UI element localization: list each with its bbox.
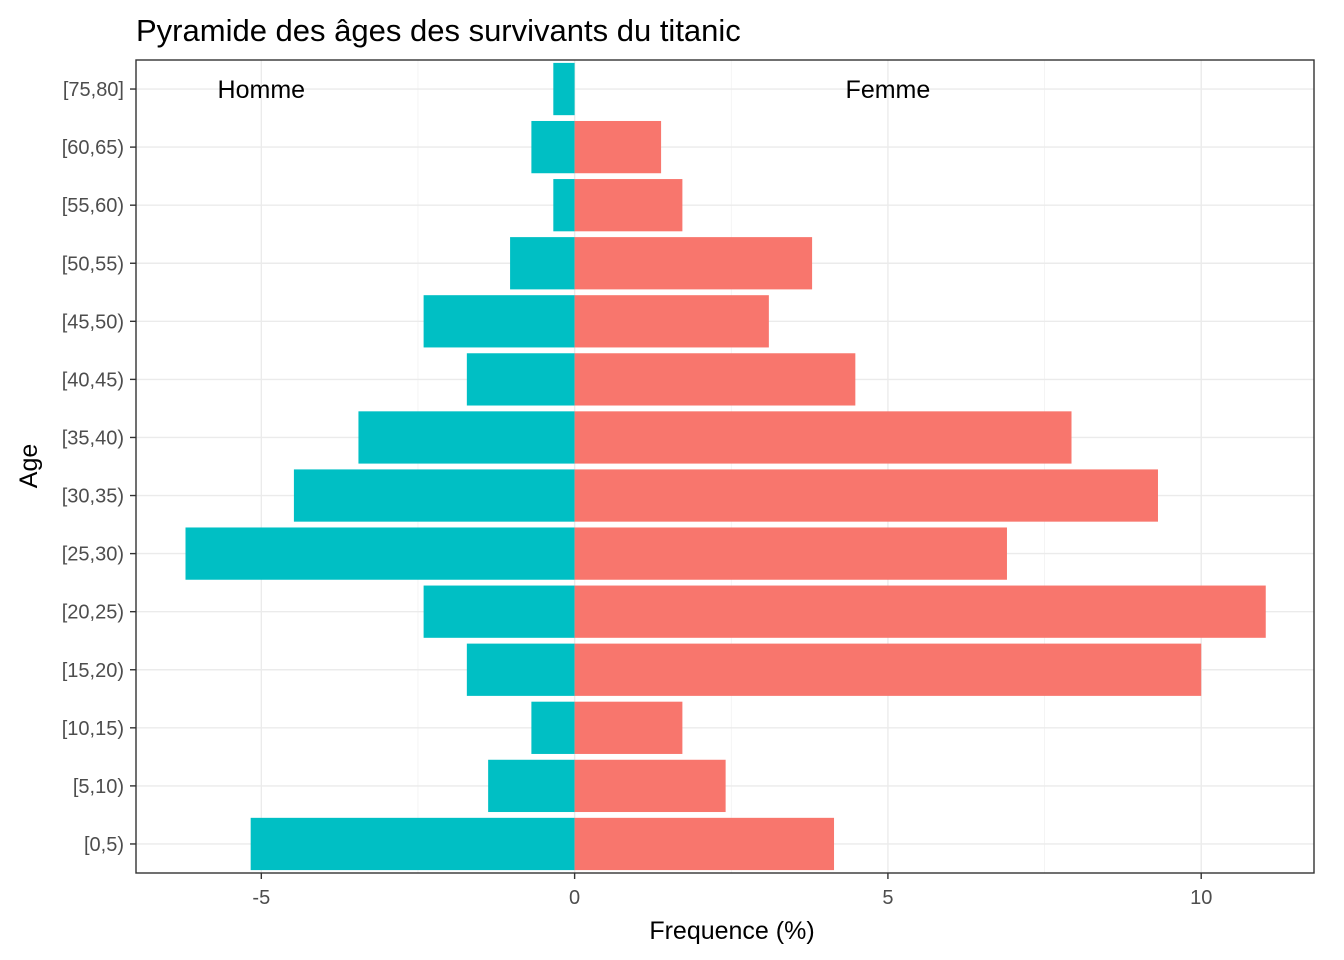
bar-femme-[20,25) <box>574 585 1266 638</box>
annotation-femme: Femme <box>846 76 931 104</box>
y-tick-label: [40,45) <box>62 369 124 391</box>
y-tick-label: [45,50) <box>62 311 124 333</box>
bar-femme-[35,40) <box>574 411 1072 464</box>
y-tick-label: [20,25) <box>62 602 124 624</box>
x-tick-label: 0 <box>569 887 580 909</box>
bar-homme-[15,20) <box>466 643 575 696</box>
bar-homme-[25,30) <box>185 527 575 580</box>
y-tick-label: [50,55) <box>62 253 124 275</box>
bars <box>185 62 1266 871</box>
bar-homme-[30,35) <box>293 469 575 522</box>
bar-femme-[0,5) <box>574 817 835 871</box>
bar-femme-[15,20) <box>574 643 1202 696</box>
bar-homme-[0,5) <box>250 817 575 871</box>
bar-femme-[60,65) <box>574 120 662 174</box>
y-tick-label: [25,30) <box>62 544 124 566</box>
bar-homme-[60,65) <box>531 120 575 174</box>
bar-femme-[50,55) <box>574 237 813 290</box>
y-tick-label: [55,60) <box>62 195 124 217</box>
bar-homme-[50,55) <box>510 237 575 290</box>
grid <box>136 60 1314 873</box>
plot-panel <box>136 60 1314 873</box>
bar-femme-[45,50) <box>574 295 769 348</box>
bar-femme-[55,60) <box>574 179 683 232</box>
y-axis-title: Age <box>15 444 43 488</box>
bar-femme-[25,30) <box>574 527 1007 580</box>
bar-homme-[5,10) <box>488 759 575 813</box>
bar-femme-[30,35) <box>574 469 1158 522</box>
bar-femme-[40,45) <box>574 353 856 406</box>
bar-femme-[10,15) <box>574 701 683 754</box>
y-tick-label: [10,15) <box>62 718 124 740</box>
bar-femme-[5,10) <box>574 759 726 813</box>
chart-title: Pyramide des âges des survivants du tita… <box>136 13 741 48</box>
bar-homme-[45,50) <box>423 295 575 348</box>
bar-homme-[20,25) <box>423 585 575 638</box>
y-tick-label: [35,40) <box>62 427 124 449</box>
x-tick-label: 5 <box>882 887 893 909</box>
annotations: Homme Femme <box>218 76 931 104</box>
plot-panel-border <box>135 59 1315 874</box>
x-tick-label: -5 <box>252 887 270 909</box>
bar-homme-[10,15) <box>531 701 575 754</box>
y-tick-label: [0,5) <box>84 834 124 856</box>
y-tick-label: [5,10) <box>73 776 124 798</box>
bar-homme-[55,60) <box>553 179 575 232</box>
bar-homme-[35,40) <box>358 411 575 464</box>
bar-homme-[40,45) <box>466 353 575 406</box>
y-tick-label: [15,20) <box>62 660 124 682</box>
x-axis: -5 0 5 10 <box>252 873 1212 909</box>
annotation-homme: Homme <box>218 76 306 104</box>
y-axis: [0,5) [5,10) [10,15) [15,20) [20,25) [25,30) [… <box>62 79 136 856</box>
bar-homme-[75,80] <box>553 62 575 116</box>
x-axis-title: Frequence (%) <box>649 917 814 945</box>
y-tick-label: [30,35) <box>62 486 124 508</box>
y-tick-label: [75,80] <box>63 79 124 101</box>
x-tick-label: 10 <box>1190 887 1212 909</box>
y-tick-label: [60,65) <box>62 137 124 159</box>
